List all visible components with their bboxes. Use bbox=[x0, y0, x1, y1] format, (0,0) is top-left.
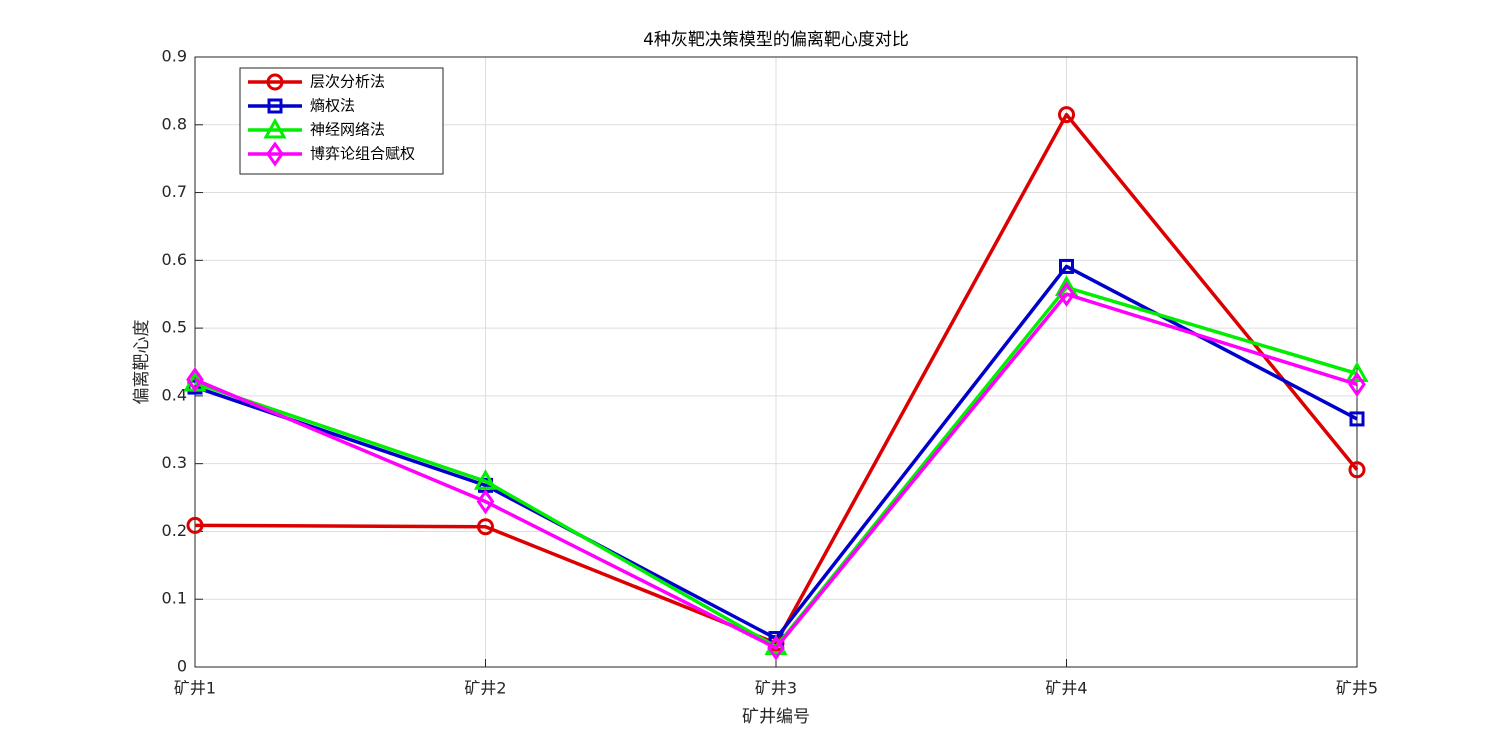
marker bbox=[473, 469, 498, 490]
marker bbox=[1057, 281, 1076, 307]
x-tick-label: 矿井3 bbox=[755, 679, 797, 698]
x-tick-label: 矿井2 bbox=[464, 679, 506, 698]
marker bbox=[266, 141, 284, 167]
marker bbox=[767, 635, 785, 661]
y-tick-label: 0.5 bbox=[162, 318, 187, 337]
x-tick-label: 矿井1 bbox=[174, 679, 216, 698]
marker bbox=[1059, 258, 1074, 274]
marker bbox=[1058, 106, 1075, 124]
legend-label: 神经网络法 bbox=[310, 121, 385, 139]
marker bbox=[477, 518, 494, 536]
y-tick-label: 0.1 bbox=[162, 589, 187, 608]
series-line bbox=[194, 292, 1358, 650]
marker bbox=[186, 516, 204, 534]
marker bbox=[1348, 461, 1366, 479]
y-tick-label: 0.3 bbox=[162, 453, 187, 472]
marker bbox=[476, 489, 495, 515]
marker bbox=[267, 98, 283, 114]
x-axis-label: 矿井编号 bbox=[742, 707, 810, 727]
legend-label: 层次分析法 bbox=[310, 73, 385, 91]
chart-title: 4种灰靶决策模型的偏离靶心度对比 bbox=[643, 30, 909, 50]
y-tick-label: 0.7 bbox=[162, 182, 187, 201]
marker bbox=[266, 73, 284, 91]
marker bbox=[186, 367, 204, 393]
x-tick-label: 矿井4 bbox=[1045, 679, 1087, 698]
y-tick-label: 0.4 bbox=[162, 385, 187, 404]
y-tick-label: 0.6 bbox=[162, 250, 187, 269]
marker bbox=[1349, 411, 1365, 427]
marker bbox=[1348, 371, 1366, 397]
y-axis-label: 偏离靶心度 bbox=[132, 320, 152, 405]
y-tick-label: 0.2 bbox=[162, 521, 187, 540]
y-tick-label: 0 bbox=[177, 657, 187, 676]
marker bbox=[1345, 361, 1369, 383]
legend-label: 博弈论组合赋权 bbox=[310, 145, 415, 163]
y-tick-label: 0.9 bbox=[162, 47, 187, 66]
marker bbox=[263, 117, 287, 139]
y-tick-label: 0.8 bbox=[162, 114, 187, 133]
legend-label: 熵权法 bbox=[310, 97, 355, 115]
x-tick-label: 矿井5 bbox=[1336, 679, 1378, 698]
